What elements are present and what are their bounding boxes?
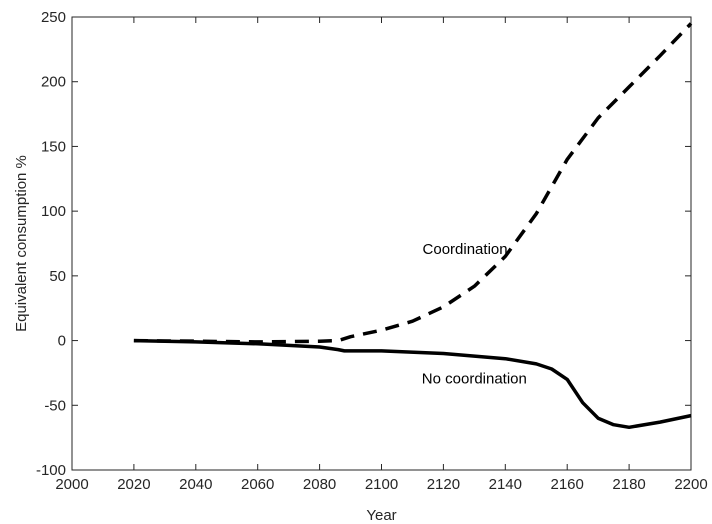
annotation-label: No coordination [422, 370, 527, 387]
x-tick-label: 2020 [117, 476, 150, 493]
x-tick-label: 2160 [551, 476, 584, 493]
x-tick-label: 2180 [612, 476, 645, 493]
x-tick-label: 2000 [55, 476, 88, 493]
plot-frame [71, 16, 692, 471]
y-axis-label: Equivalent consumption % [13, 155, 30, 332]
y-tick-label: -50 [44, 397, 66, 414]
x-tick-label: 2200 [674, 476, 707, 493]
series-line-coordination [133, 22, 693, 344]
y-tick-label: 250 [41, 9, 66, 26]
x-tick-label: 2040 [179, 476, 212, 493]
tick-group: 2000 2020 2040 2060 2080 2100 2120 2140 2160 2180… [36, 9, 708, 493]
x-tick-label: 2140 [489, 476, 522, 493]
x-tick-label: 2060 [241, 476, 274, 493]
series-group [133, 22, 693, 430]
y-tick-label: -100 [36, 462, 66, 479]
series-line-no-coordination [133, 338, 692, 430]
x-tick-label: 2120 [427, 476, 460, 493]
annotation-group: Coordination No coordination [422, 241, 527, 387]
x-axis-label: Year [366, 507, 396, 524]
x-tick-label: 2080 [303, 476, 336, 493]
y-tick-label: 0 [58, 333, 66, 350]
annotation-label: Coordination [423, 241, 508, 258]
x-tick-label: 2100 [365, 476, 398, 493]
y-tick-label: 50 [49, 268, 66, 285]
y-tick-label: 150 [41, 138, 66, 155]
y-tick-label: 200 [41, 74, 66, 91]
y-tick-label: 100 [41, 203, 66, 220]
